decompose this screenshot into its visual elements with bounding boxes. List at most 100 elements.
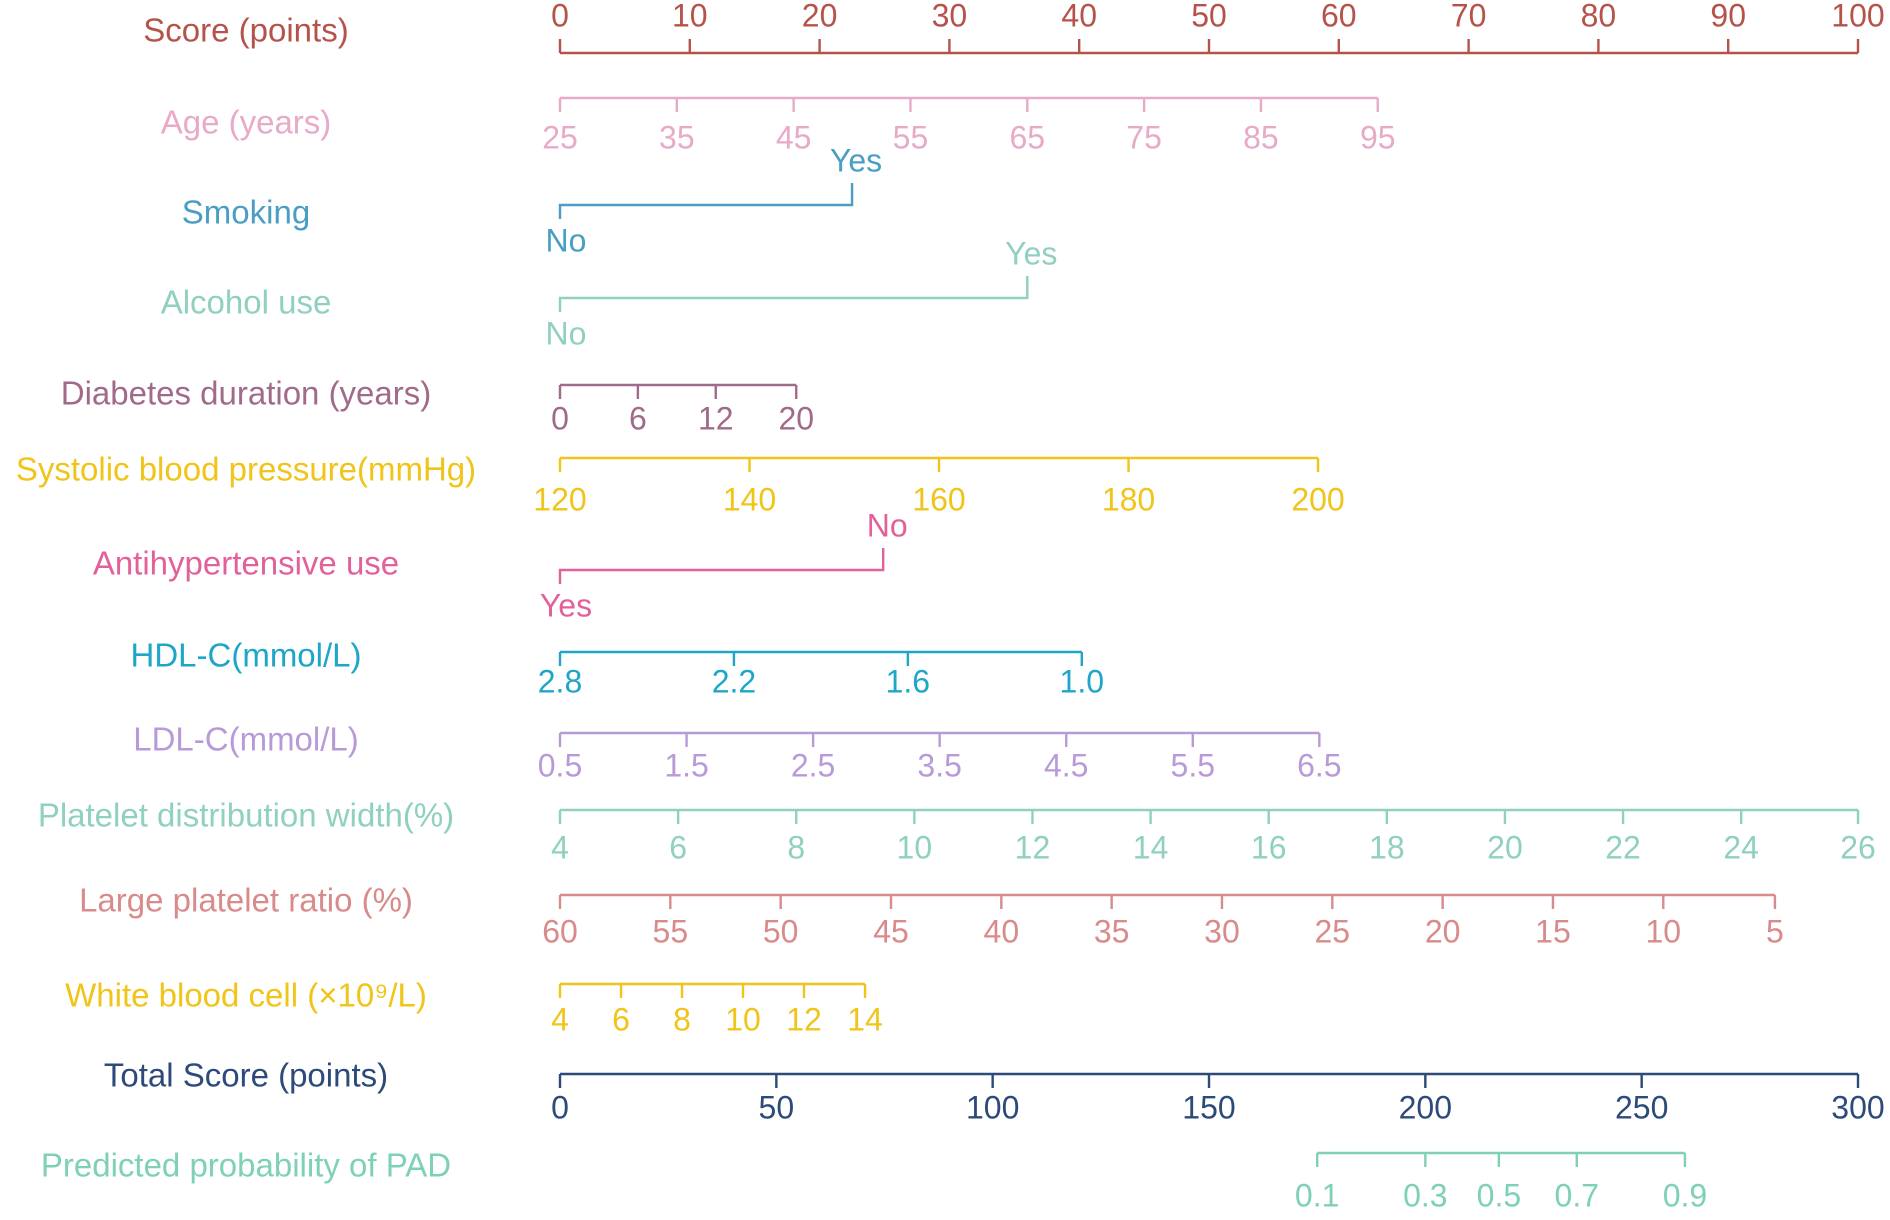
tick-label: 10 (1646, 913, 1682, 949)
nomogram-row: Smoking No Yes (182, 142, 882, 258)
tick-label: 1.5 (664, 747, 708, 783)
binary-axis-line (558, 548, 885, 584)
tick-label: 2.2 (712, 663, 756, 699)
tick-label: 60 (1321, 0, 1357, 33)
nomogram-row: Score (points) 0 10 20 30 40 50 60 70 80 90 100 (143, 0, 1885, 55)
tick-label: 26 (1840, 829, 1876, 865)
row-label: HDL-C(mmol/L) (131, 637, 362, 674)
tick-label: 22 (1605, 829, 1641, 865)
tick-label: 50 (759, 1089, 795, 1125)
tick-label: 20 (1487, 829, 1523, 865)
tick-label: 0 (551, 0, 569, 33)
tick-label: Yes (830, 142, 882, 178)
tick-label: 50 (763, 913, 799, 949)
row-label: Score (points) (143, 12, 348, 49)
row-label: Age (years) (161, 104, 332, 141)
tick-label: 140 (723, 481, 776, 517)
tick-label: 12 (698, 400, 734, 436)
tick-label: 5.5 (1171, 747, 1215, 783)
tick-label: 55 (893, 119, 929, 155)
tick-label: Yes (1005, 235, 1057, 271)
tick-label: 12 (1015, 829, 1051, 865)
tick-label: 1.6 (886, 663, 930, 699)
tick-label: 18 (1369, 829, 1405, 865)
tick-label: 8 (787, 829, 805, 865)
tick-label: 80 (1581, 0, 1617, 33)
row-label: Predicted probability of PAD (41, 1147, 451, 1184)
tick-label: 55 (653, 913, 689, 949)
nomogram-row: Total Score (points) 0 50 100 150 200 250 300 (104, 1057, 1885, 1126)
nomogram-row: Alcohol use No Yes (161, 235, 1058, 351)
binary-axis-line (558, 183, 854, 219)
tick-label: 250 (1615, 1089, 1668, 1125)
tick-label: 4.5 (1044, 747, 1088, 783)
tick-label: 70 (1451, 0, 1487, 33)
tick-label: 25 (1315, 913, 1351, 949)
tick-label: 15 (1535, 913, 1571, 949)
tick-label: 3.5 (917, 747, 961, 783)
tick-label: 45 (776, 119, 812, 155)
row-label: Diabetes duration (years) (61, 375, 432, 412)
nomogram-row: White blood cell (×10⁹/L) 4 6 8 10 12 14 (65, 977, 883, 1038)
nomogram-row: LDL-C(mmol/L) 0.5 1.5 2.5 3.5 4.5 5.5 6.5 (133, 721, 1341, 784)
tick-label: 0.5 (538, 747, 582, 783)
tick-label: 50 (1191, 0, 1227, 33)
tick-label: 6 (612, 1001, 630, 1037)
tick-label: 6.5 (1297, 747, 1341, 783)
tick-label: 16 (1251, 829, 1287, 865)
binary-axis-line (558, 276, 1029, 312)
tick-label: 45 (873, 913, 909, 949)
row-label: Platelet distribution width(%) (38, 797, 454, 834)
tick-label: 10 (672, 0, 708, 33)
tick-label: 6 (669, 829, 687, 865)
tick-label: No (867, 507, 908, 543)
tick-label: 200 (1399, 1089, 1452, 1125)
tick-label: 2.8 (538, 663, 582, 699)
tick-label: 5 (1766, 913, 1784, 949)
tick-label: 4 (551, 1001, 569, 1037)
tick-label: 30 (932, 0, 968, 33)
row-label: Alcohol use (161, 284, 332, 321)
tick-label: 85 (1243, 119, 1279, 155)
tick-label: 95 (1360, 119, 1396, 155)
tick-label: 6 (629, 400, 647, 436)
nomogram-row: Antihypertensive use Yes No (93, 507, 908, 623)
tick-label: No (546, 222, 587, 258)
nomogram-row: Systolic blood pressure(mmHg) 120 140 160 18… (16, 451, 1345, 518)
tick-label: 0.3 (1403, 1177, 1447, 1213)
nomogram-row: HDL-C(mmol/L) 2.8 2.2 1.6 1.0 (131, 637, 1105, 700)
tick-label: 8 (673, 1001, 691, 1037)
tick-label: 300 (1831, 1089, 1884, 1125)
tick-label: 14 (847, 1001, 883, 1037)
tick-label: 35 (659, 119, 695, 155)
tick-label: 100 (966, 1089, 1019, 1125)
tick-label: 40 (984, 913, 1020, 949)
nomogram-row: Diabetes duration (years) 0 6 12 20 (61, 375, 814, 437)
tick-label: 0 (551, 1089, 569, 1125)
tick-label: 35 (1094, 913, 1130, 949)
tick-label: 12 (786, 1001, 822, 1037)
nomogram-row: Age (years) 25 35 45 55 65 75 85 95 (161, 96, 1396, 155)
tick-label: 30 (1204, 913, 1240, 949)
row-label: Smoking (182, 194, 310, 231)
tick-label: 160 (912, 481, 965, 517)
tick-label: 0.9 (1663, 1177, 1707, 1213)
nomogram-row: Platelet distribution width(%) 4 6 8 10 12 14 1… (38, 797, 1876, 866)
tick-label: 2.5 (791, 747, 835, 783)
tick-label: 10 (897, 829, 933, 865)
row-label: White blood cell (×10⁹/L) (65, 977, 427, 1014)
tick-label: 150 (1182, 1089, 1235, 1125)
tick-label: 14 (1133, 829, 1169, 865)
nomogram-row: Predicted probability of PAD 0.1 0.3 0.5 0.7… (41, 1147, 1707, 1214)
tick-label: 0.5 (1477, 1177, 1521, 1213)
row-label: Systolic blood pressure(mmHg) (16, 451, 476, 488)
tick-label: 180 (1102, 481, 1155, 517)
tick-label: 24 (1723, 829, 1759, 865)
nomogram-row: Large platelet ratio (%) 60 55 50 45 40 35 30 25… (79, 882, 1784, 950)
tick-label: 0.1 (1295, 1177, 1339, 1213)
row-label: Large platelet ratio (%) (79, 882, 413, 919)
tick-label: 20 (802, 0, 838, 33)
tick-label: 20 (778, 400, 814, 436)
row-label: LDL-C(mmol/L) (133, 721, 359, 758)
